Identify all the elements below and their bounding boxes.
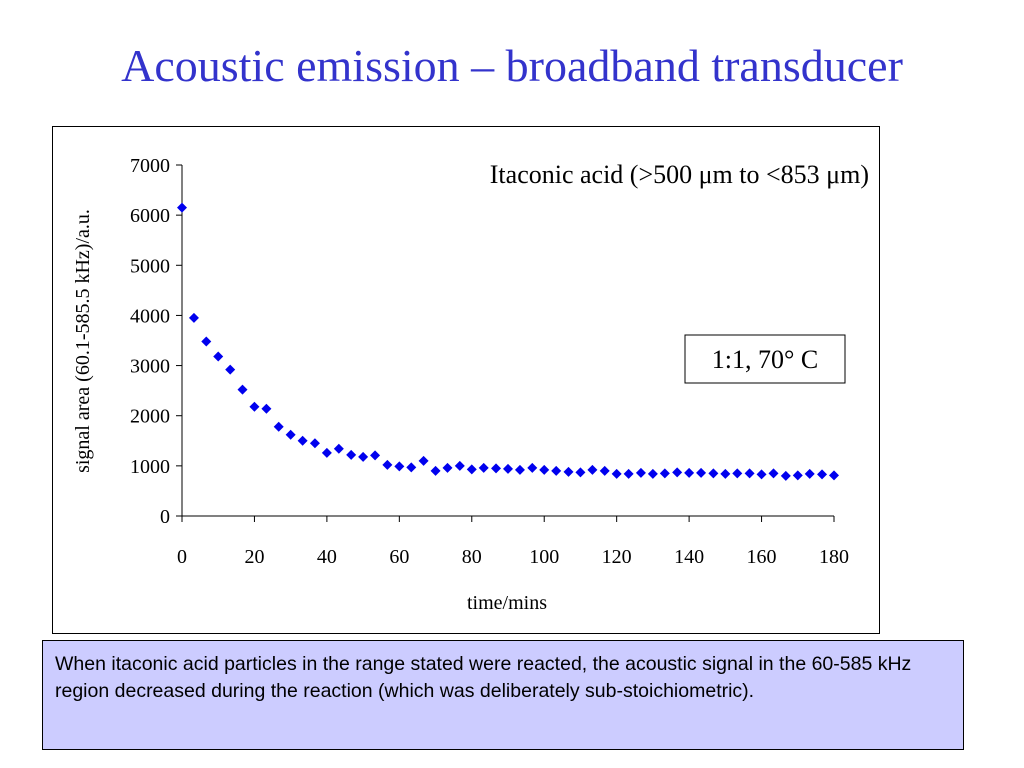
data-point <box>321 447 332 458</box>
data-point <box>285 429 296 440</box>
data-point <box>466 464 477 475</box>
chart-points <box>177 202 839 481</box>
chart-axes <box>181 165 834 517</box>
data-point <box>261 403 272 414</box>
data-point <box>442 462 453 473</box>
data-point <box>394 461 405 472</box>
data-point <box>587 464 598 475</box>
data-point <box>659 468 670 479</box>
slide-title: Acoustic emission – broadband transducer <box>121 40 903 91</box>
data-point <box>333 443 344 454</box>
data-point <box>177 202 187 213</box>
y-tick-label: 4000 <box>130 305 170 327</box>
data-point <box>635 467 646 478</box>
x-tick-label: 140 <box>674 546 704 568</box>
data-point <box>370 450 381 461</box>
data-point <box>744 468 755 479</box>
x-tick-label: 80 <box>462 546 482 568</box>
y-tick-label: 6000 <box>130 205 170 227</box>
data-point <box>599 465 610 476</box>
data-point <box>478 462 489 473</box>
data-point <box>756 469 767 480</box>
data-point <box>720 468 731 479</box>
data-point <box>309 438 320 449</box>
x-tick-label: 160 <box>747 546 777 568</box>
data-point <box>514 464 525 475</box>
chart-frame: 0 1000 2000 3000 4000 5000 6000 7000 0 20 40 60 80 10… <box>52 126 880 634</box>
data-point <box>430 465 441 476</box>
data-point <box>454 460 465 471</box>
data-point <box>732 468 743 479</box>
data-point <box>611 468 622 479</box>
x-tick-label: 0 <box>177 546 187 568</box>
data-point <box>829 470 839 481</box>
y-tick-label: 1000 <box>130 456 170 478</box>
chart-ticks: 0 1000 2000 3000 4000 5000 6000 7000 0 20 40 60 80 10… <box>130 155 849 568</box>
data-point <box>817 469 828 480</box>
data-point <box>768 468 779 479</box>
y-tick-label: 0 <box>160 506 170 528</box>
x-tick-label: 40 <box>317 546 337 568</box>
x-tick-label: 180 <box>819 546 849 568</box>
x-tick-label: 60 <box>389 546 409 568</box>
data-point <box>358 451 369 462</box>
data-point <box>273 421 284 432</box>
data-point <box>491 463 502 474</box>
data-point <box>418 455 429 466</box>
annotation-text: 1:1, 70° C <box>712 345 818 374</box>
data-point <box>792 470 803 481</box>
data-point <box>297 435 308 446</box>
data-point <box>647 468 658 479</box>
data-point <box>696 467 707 478</box>
x-tick-label: 100 <box>529 546 559 568</box>
data-point <box>225 364 236 375</box>
data-point <box>684 467 695 478</box>
y-tick-label: 3000 <box>130 356 170 378</box>
data-point <box>575 467 586 478</box>
data-point <box>708 468 719 479</box>
data-point <box>672 467 683 478</box>
data-point <box>527 462 538 473</box>
annotation-box <box>684 334 846 384</box>
y-tick-label: 2000 <box>130 406 170 428</box>
data-point <box>551 465 562 476</box>
y-tick-label: 7000 <box>130 155 170 177</box>
data-point <box>346 449 357 460</box>
x-tick-label: 120 <box>602 546 632 568</box>
data-point <box>213 351 224 362</box>
data-point <box>563 466 574 477</box>
y-tick-label: 5000 <box>130 255 170 277</box>
data-point <box>623 468 634 479</box>
data-point <box>539 464 550 475</box>
caption-box: When itaconic acid particles in the rang… <box>42 640 964 750</box>
data-point <box>780 470 791 481</box>
data-point <box>237 384 248 395</box>
scatter-chart: 0 1000 2000 3000 4000 5000 6000 7000 0 20 40 60 80 10… <box>72 155 869 614</box>
data-point <box>201 336 212 347</box>
data-point <box>188 312 199 323</box>
x-tick-label: 20 <box>244 546 264 568</box>
y-axis-label: signal area (60.1-585.5 kHz)/a.u. <box>72 209 94 473</box>
data-point <box>249 401 260 412</box>
data-point <box>406 462 417 473</box>
chart-title: Itaconic acid (>500 μm to <853 μm) <box>490 160 869 189</box>
x-axis-label: time/mins <box>467 592 547 614</box>
data-point <box>382 459 393 470</box>
data-point <box>503 463 513 474</box>
data-point <box>804 468 815 479</box>
